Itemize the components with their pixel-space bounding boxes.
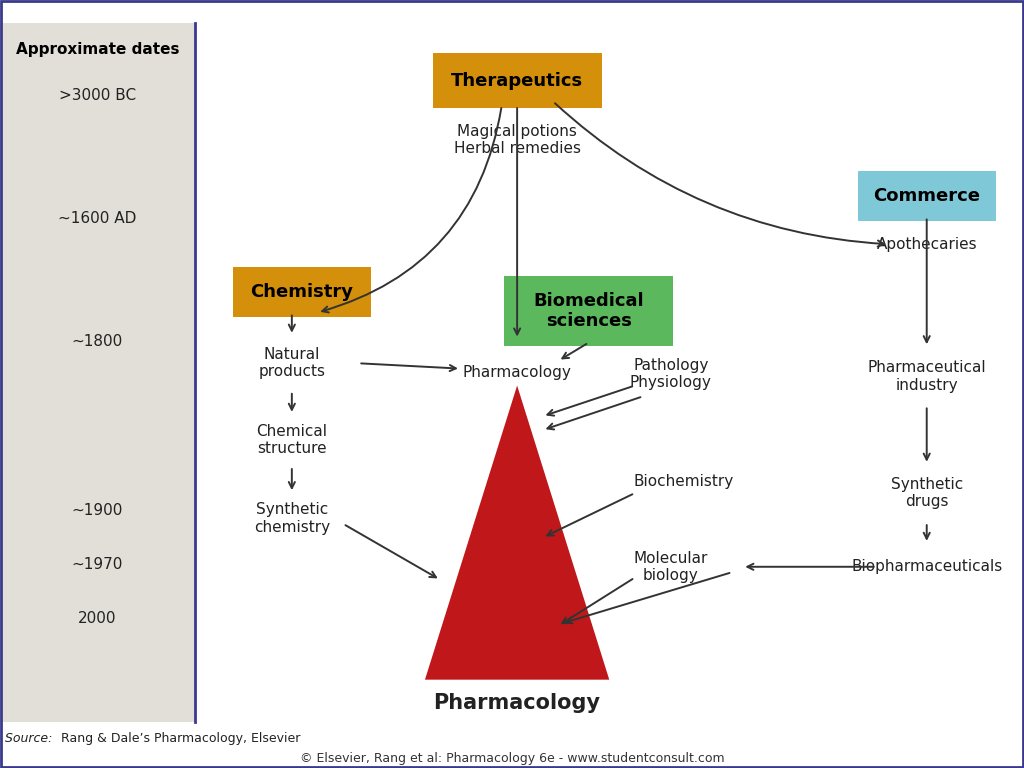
Text: Approximate dates: Approximate dates (15, 42, 179, 58)
Text: Molecular
biology: Molecular biology (634, 551, 708, 583)
Text: Chemical
structure: Chemical structure (256, 424, 328, 456)
FancyBboxPatch shape (232, 266, 371, 316)
FancyBboxPatch shape (858, 170, 995, 221)
Text: Pathology
Physiology: Pathology Physiology (630, 358, 712, 390)
FancyBboxPatch shape (0, 23, 195, 722)
Text: Natural
products: Natural products (258, 347, 326, 379)
Text: Biomedical
sciences: Biomedical sciences (534, 292, 644, 330)
Text: Apothecaries: Apothecaries (877, 237, 977, 252)
Text: Biopharmaceuticals: Biopharmaceuticals (851, 559, 1002, 574)
FancyBboxPatch shape (432, 53, 602, 108)
Text: Chemistry: Chemistry (251, 283, 353, 301)
Text: Synthetic
chemistry: Synthetic chemistry (254, 502, 330, 535)
Text: >3000 BC: >3000 BC (58, 88, 136, 104)
Text: Synthetic
drugs: Synthetic drugs (891, 477, 963, 509)
Text: ~1970: ~1970 (72, 557, 123, 572)
Text: Source:: Source: (5, 733, 56, 745)
Text: 2000: 2000 (78, 611, 117, 626)
Text: © Elsevier, Rang et al: Pharmacology 6e - www.studentconsult.com: © Elsevier, Rang et al: Pharmacology 6e … (300, 753, 724, 765)
Text: Pharmacology: Pharmacology (463, 365, 571, 380)
Text: Pharmacology: Pharmacology (433, 693, 601, 713)
Polygon shape (425, 386, 609, 680)
Text: ~1900: ~1900 (72, 503, 123, 518)
Text: Therapeutics: Therapeutics (451, 71, 584, 90)
Text: Rang & Dale’s Pharmacology, Elsevier: Rang & Dale’s Pharmacology, Elsevier (61, 733, 301, 745)
Text: ~1600 AD: ~1600 AD (58, 211, 136, 227)
Text: Biochemistry: Biochemistry (634, 474, 734, 489)
FancyBboxPatch shape (504, 276, 674, 346)
Text: ~1800: ~1800 (72, 334, 123, 349)
Text: Magical potions
Herbal remedies: Magical potions Herbal remedies (454, 124, 581, 156)
Text: Pharmaceutical
industry: Pharmaceutical industry (867, 360, 986, 392)
Text: Commerce: Commerce (873, 187, 980, 205)
